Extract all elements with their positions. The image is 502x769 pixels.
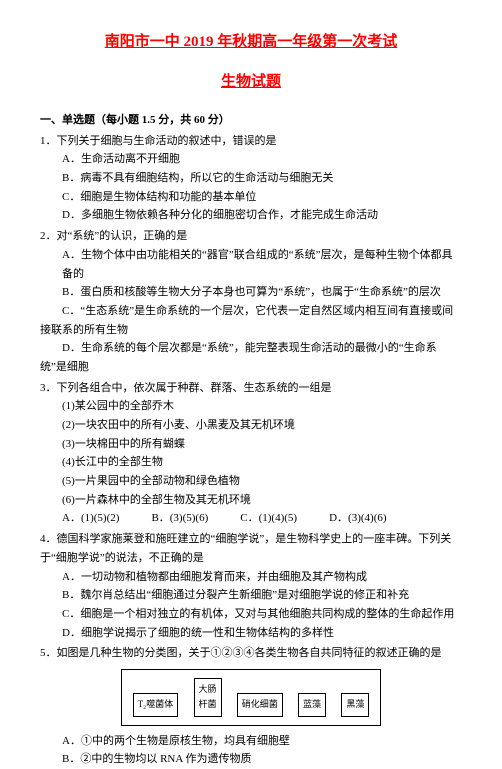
q1-option-a: A．生命活动离不开细胞 [40, 150, 462, 169]
q2-option-a: A．生物个体中由功能相关的“器官”联合组成的“系统”层次，是每种生物个体都具备的 [40, 246, 462, 283]
q4-stem: 4．德国科学家施莱登和施旺建立的“细胞学说”，是生物科学史上的一座丰碑。下列关于… [40, 530, 462, 567]
q3-item-4: (4)长江中的全部生物 [40, 453, 462, 472]
q3-item-5: (5)一片果园中的全部动物和绿色植物 [40, 472, 462, 491]
q5-stem: 5．如图是几种生物的分类图，关于①②③④各类生物各自共同特征的叙述正确的是 [40, 644, 462, 663]
question-1: 1．下列关于细胞与生命活动的叙述中，错误的是 A．生命活动离不开细胞 B．病毒不… [40, 132, 462, 225]
q4-option-d: D．细胞学说揭示了细胞的统一性和生物体结构的多样性 [40, 624, 462, 643]
q3-choice-c: C．(1)(4)(5) [240, 509, 297, 528]
q3-item-3: (3)一块棉田中的所有蝴蝶 [40, 435, 462, 454]
q3-choice-a: A．(1)(5)(2) [62, 509, 119, 528]
q3-item-6: (6)一片森林中的全部生物及其无机环境 [40, 491, 462, 510]
q3-item-1: (1)某公园中的全部乔木 [40, 397, 462, 416]
q3-stem: 3．下列各组合中，依次属于种群、群落、生态系统的一组是 [40, 379, 462, 398]
q2-option-c: C．“生态系统”是生命系统的一个层次，它代表一定自然区域内相互间有直接或间接联系… [40, 302, 462, 339]
q3-choices: A．(1)(5)(2) B．(3)(5)(6) C．(1)(4)(5) D．(3… [40, 509, 462, 528]
q4-option-a: A．一切动物和植物都由细胞发育而来，并由细胞及其产物构成 [40, 568, 462, 587]
q3-choice-d: D．(3)(4)(6) [329, 509, 386, 528]
diagram-box-3: 硝化细菌 [237, 693, 283, 716]
q3-item-2: (2)一块农田中的所有小麦、小黑麦及其无机环境 [40, 416, 462, 435]
q3-choice-b: B．(3)(5)(6) [151, 509, 208, 528]
q2-stem: 2．对“系统”的认识，正确的是 [40, 227, 462, 246]
exam-title-sub: 生物试题 [40, 70, 462, 96]
exam-title-main: 南阳市一中 2019 年秋期高一年级第一次考试 [40, 30, 462, 56]
classification-diagram: T₂噬菌体 大肠 杆菌 硝化细菌 蓝藻 黑藻 [121, 669, 381, 726]
q1-option-d: D．多细胞生物依赖各种分化的细胞密切合作，才能完成生命活动 [40, 206, 462, 225]
question-5: 5．如图是几种生物的分类图，关于①②③④各类生物各自共同特征的叙述正确的是 T₂… [40, 644, 462, 769]
diagram-box-5: 黑藻 [341, 693, 369, 716]
question-4: 4．德国科学家施莱登和施旺建立的“细胞学说”，是生物科学史上的一座丰碑。下列关于… [40, 530, 462, 642]
section-heading: 一、单选题（每小题 1.5 分，共 60 分） [40, 111, 462, 130]
question-3: 3．下列各组合中，依次属于种群、群落、生态系统的一组是 (1)某公园中的全部乔木… [40, 379, 462, 529]
q1-stem: 1．下列关于细胞与生命活动的叙述中，错误的是 [40, 132, 462, 151]
q1-option-b: B．病毒不具有细胞结构，所以它的生命活动与细胞无关 [40, 169, 462, 188]
diagram-box-4: 蓝藻 [298, 693, 326, 716]
diagram-box-1: T₂噬菌体 [133, 693, 179, 716]
diagram-box-2: 大肠 杆菌 [194, 678, 222, 717]
q4-option-c: C．细胞是一个相对独立的有机体，又对与其他细胞共同构成的整体的生命起作用 [40, 605, 462, 624]
q4-option-b: B．魏尔肖总结出“细胞通过分裂产生新细胞”是对细胞学说的修正和补充 [40, 586, 462, 605]
question-2: 2．对“系统”的认识，正确的是 A．生物个体中由功能相关的“器官”联合组成的“系… [40, 227, 462, 377]
q2-option-b: B．蛋白质和核酸等生物大分子本身也可算为“系统”，也属于“生命系统”的层次 [40, 283, 462, 302]
q5-option-a: A．①中的两个生物是原核生物，均具有细胞壁 [40, 732, 462, 751]
q1-option-c: C．细胞是生物体结构和功能的基本单位 [40, 188, 462, 207]
q2-option-d: D．生命系统的每个层次都是“系统”，能完整表现生命活动的最微小的“生命系统”是细… [40, 339, 462, 376]
q5-option-b: B．②中的生物均以 RNA 作为遗传物质 [40, 750, 462, 769]
